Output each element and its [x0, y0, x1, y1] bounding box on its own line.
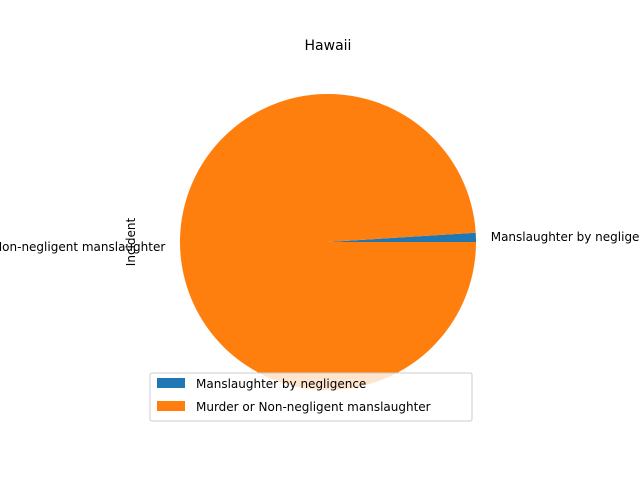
legend-label-manslaughter: Manslaughter by negligence [196, 377, 366, 391]
pie-slice-labels: Manslaughter by negligence Murder or Non-… [0, 230, 640, 254]
legend-label-murder: Murder or Non-negligent manslaughter [196, 400, 431, 414]
legend-swatch-manslaughter [157, 378, 185, 388]
pie-slices [180, 94, 476, 391]
legend-swatch-murder [157, 401, 185, 411]
pie-label-murder: Murder or Non-negligent manslaughter [0, 240, 165, 254]
y-axis-label: Incident [124, 218, 138, 267]
pie-label-manslaughter: Manslaughter by negligence [491, 230, 640, 244]
pie-slice-murder [180, 94, 476, 391]
chart-title: Hawaii [305, 38, 352, 54]
legend: Manslaughter by negligence Murder or Non… [149, 372, 473, 422]
pie-slice-manslaughter [328, 232, 476, 242]
legend-frame [149, 372, 473, 422]
